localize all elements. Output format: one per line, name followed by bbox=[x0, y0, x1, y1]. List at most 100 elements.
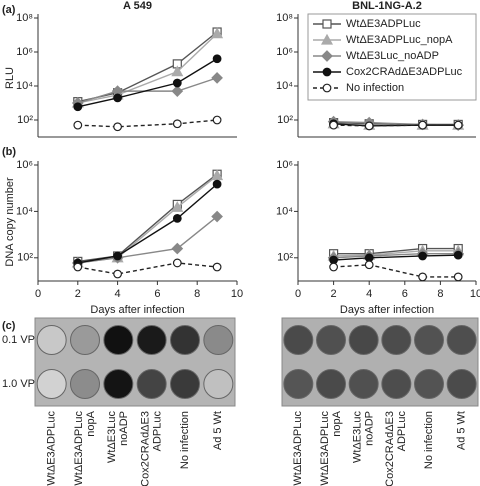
legend-label: WtΔE3Luc_noADP bbox=[346, 50, 439, 62]
y-tick-label: 10² bbox=[17, 252, 33, 264]
well-label: Ad 5 Wt bbox=[456, 411, 468, 450]
point bbox=[171, 201, 184, 212]
y-tick-label: 10⁸ bbox=[16, 12, 33, 24]
series-line bbox=[77, 58, 218, 108]
point bbox=[172, 258, 182, 268]
well bbox=[316, 369, 346, 399]
y-axis-label: DNA copy number bbox=[4, 177, 16, 267]
point bbox=[453, 272, 463, 282]
point bbox=[453, 250, 463, 260]
well bbox=[103, 369, 134, 399]
well bbox=[136, 325, 167, 355]
panel-label: (c) bbox=[2, 320, 16, 332]
point bbox=[171, 242, 184, 255]
point bbox=[73, 262, 83, 272]
point bbox=[211, 169, 224, 181]
series-line bbox=[77, 173, 218, 263]
series-line bbox=[333, 124, 459, 127]
point bbox=[172, 119, 182, 129]
point bbox=[212, 262, 222, 272]
y-tick-label: 10⁴ bbox=[276, 80, 293, 92]
chart-title: BNL-1NG-A.2 bbox=[352, 0, 422, 12]
well-label: nopA bbox=[85, 410, 97, 436]
series-line bbox=[333, 250, 459, 257]
x-tick-label: 4 bbox=[366, 288, 372, 300]
point bbox=[212, 179, 222, 189]
y-tick-label: 10⁶ bbox=[276, 46, 293, 58]
point bbox=[329, 262, 339, 272]
well bbox=[414, 325, 444, 355]
well bbox=[381, 325, 412, 355]
legend-box bbox=[307, 13, 477, 101]
x-tick-label: 4 bbox=[115, 288, 121, 300]
y-axis-label: RLU bbox=[4, 67, 16, 89]
well-label: noADP bbox=[118, 411, 130, 446]
y-tick-label: 10⁴ bbox=[276, 205, 293, 217]
point bbox=[329, 120, 339, 130]
point bbox=[418, 272, 428, 282]
well bbox=[136, 369, 167, 399]
well-label: WtΔE3ADPLuc bbox=[46, 411, 58, 486]
x-tick-label: 10 bbox=[231, 288, 243, 300]
legend-marker bbox=[322, 67, 332, 77]
well bbox=[348, 369, 379, 399]
well bbox=[103, 325, 134, 355]
x-axis-label: Days after infection bbox=[340, 304, 434, 316]
point bbox=[172, 213, 182, 223]
series-line bbox=[77, 216, 218, 264]
point bbox=[73, 120, 83, 130]
well bbox=[283, 369, 314, 399]
well bbox=[203, 369, 234, 399]
x-tick-label: 6 bbox=[402, 288, 408, 300]
point bbox=[212, 115, 222, 125]
plates bbox=[34, 317, 479, 407]
series-line bbox=[77, 262, 218, 275]
well-label: WtΔE3Luc bbox=[106, 411, 118, 463]
well bbox=[70, 325, 100, 355]
x-tick-label: 8 bbox=[437, 288, 443, 300]
well-label: noADP bbox=[364, 411, 376, 446]
well-label: ADPLuc bbox=[152, 411, 164, 452]
series-line bbox=[77, 175, 218, 264]
y-tick-label: 10² bbox=[277, 252, 293, 264]
series-line bbox=[333, 264, 459, 278]
well-label: Cox2CRAdΔE3 bbox=[140, 411, 152, 486]
chart-title: A 549 bbox=[123, 0, 152, 12]
well bbox=[446, 325, 477, 355]
legend-label: WtΔE3ADPLuc_nopA bbox=[346, 34, 453, 46]
well bbox=[36, 325, 67, 355]
well bbox=[170, 369, 200, 399]
legend-marker bbox=[322, 19, 332, 29]
series-line bbox=[333, 254, 459, 261]
y-tick-label: 10⁴ bbox=[16, 80, 33, 92]
well bbox=[316, 325, 346, 355]
legend-label: No infection bbox=[346, 82, 404, 94]
point bbox=[73, 102, 83, 112]
row-label: 1.0 VP bbox=[2, 378, 35, 390]
plate-left bbox=[34, 317, 236, 407]
panel-label: (b) bbox=[2, 146, 16, 158]
legend-marker bbox=[321, 50, 333, 62]
series-line bbox=[77, 183, 218, 264]
well bbox=[446, 369, 477, 399]
point bbox=[211, 210, 223, 223]
x-tick-label: 6 bbox=[154, 288, 160, 300]
point bbox=[113, 122, 122, 132]
x-tick-label: 8 bbox=[194, 288, 200, 300]
well-label: Ad 5 Wt bbox=[212, 411, 224, 450]
y-tick-label: 10² bbox=[277, 114, 293, 126]
row-label: 0.1 VP bbox=[2, 334, 35, 346]
point bbox=[418, 120, 428, 130]
x-tick-label: 0 bbox=[295, 288, 301, 300]
well-label: ADPLuc bbox=[396, 411, 408, 452]
well bbox=[70, 369, 100, 399]
well-label: WtΔE3ADPLuc bbox=[319, 411, 331, 486]
well-label: WtΔE3Luc bbox=[352, 411, 364, 463]
well bbox=[381, 369, 412, 399]
x-tick-label: 2 bbox=[75, 288, 81, 300]
series-line bbox=[77, 33, 218, 104]
legend-marker bbox=[320, 33, 334, 45]
x-tick-label: 10 bbox=[470, 288, 480, 300]
well bbox=[414, 369, 444, 399]
point bbox=[171, 65, 184, 77]
